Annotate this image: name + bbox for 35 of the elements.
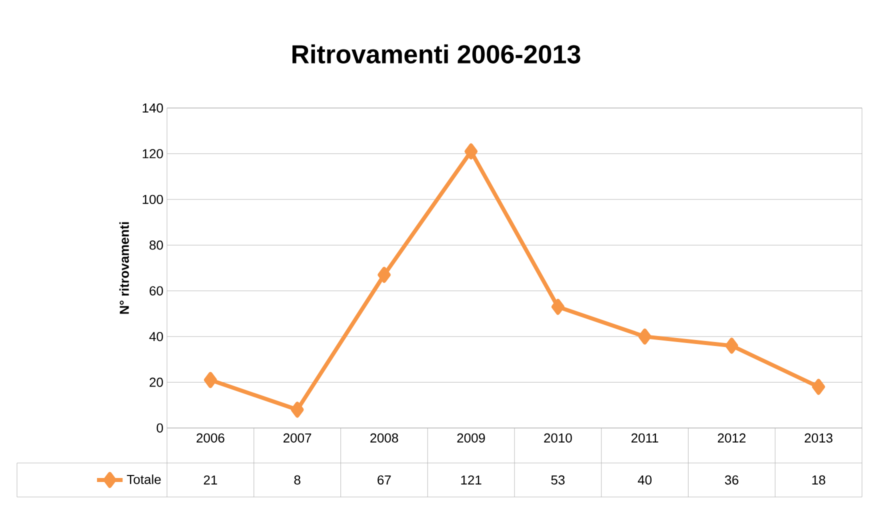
point (290, 402, 304, 418)
legend-label: Totale (126, 474, 161, 484)
point (638, 328, 652, 345)
y-tick-label: 120 (142, 149, 163, 158)
y-tick-label: 40 (149, 332, 163, 342)
y-axis-title: N° ritrovamenti (119, 222, 129, 314)
x-tick-label: 2007 (284, 433, 312, 443)
data-label: 53 (551, 475, 565, 485)
x-tick-label: 2013 (804, 433, 832, 443)
y-tick-label: 20 (150, 378, 163, 387)
y-tick-label: 0 (156, 423, 163, 433)
y-tick-label: 140 (142, 103, 163, 113)
data-label: 8 (294, 475, 300, 485)
x-tick-label: 2011 (631, 433, 658, 443)
data-label: 21 (204, 475, 218, 485)
point (812, 378, 826, 395)
point (378, 266, 391, 283)
point (464, 143, 478, 160)
point (551, 298, 564, 315)
point (725, 338, 738, 354)
data-label: 18 (812, 475, 826, 485)
y-tick-label: 100 (142, 194, 163, 204)
data-label: 67 (378, 475, 391, 485)
y-tick-label: 80 (150, 240, 163, 250)
y-tick-label: 60 (150, 286, 163, 296)
x-tick-label: 2012 (718, 433, 746, 443)
data-label: 36 (724, 475, 738, 485)
point (204, 372, 217, 388)
chart-title: Ritrovamenti 2006-2013 (292, 44, 580, 64)
x-tick-label: 2010 (544, 433, 572, 443)
x-tick-label: 2008 (370, 433, 398, 443)
data-label: 40 (638, 475, 652, 485)
x-tick-label: 2009 (457, 433, 485, 443)
data-label: 121 (461, 475, 482, 485)
x-tick-label: 2006 (196, 433, 224, 443)
